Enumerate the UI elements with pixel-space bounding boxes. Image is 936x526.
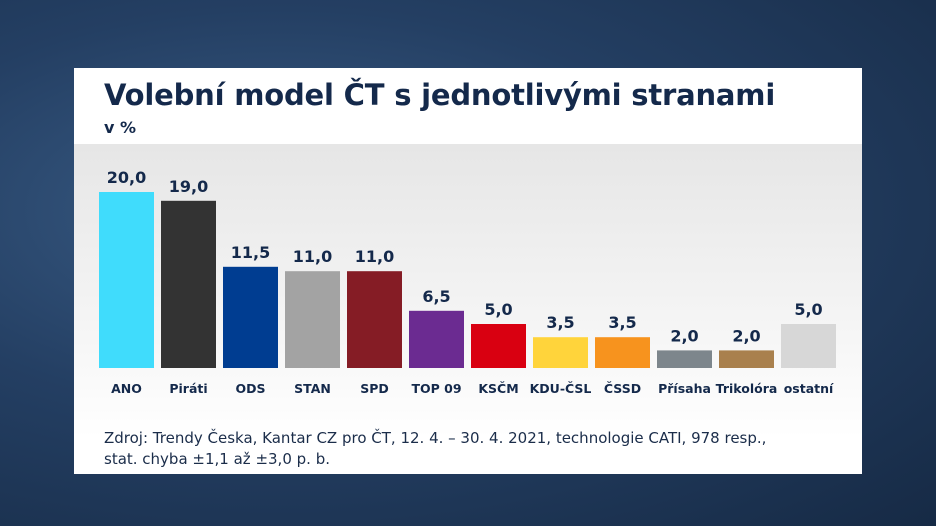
- bar-chart: 20,0 ANO 19,0 Piráti 11,5 ODS 11,0 STAN 11,0 SPD 6…: [99, 168, 836, 396]
- chart-subtitle: v %: [104, 118, 137, 137]
- value-label-Přísaha: 2,0: [670, 326, 698, 345]
- bar-STAN: [285, 271, 340, 368]
- category-label-SPD: SPD: [360, 381, 389, 396]
- bar-ANO: [99, 192, 154, 368]
- category-label-Přísaha: Přísaha: [658, 381, 711, 396]
- category-label-STAN: STAN: [294, 381, 331, 396]
- bar-ostatní: [781, 324, 836, 368]
- value-label-SPD: 11,0: [355, 247, 394, 266]
- category-label-ČSSD: ČSSD: [604, 381, 641, 396]
- bar-KSČM: [471, 324, 526, 368]
- source-line-2: stat. chyba ±1,1 až ±3,0 p. b.: [104, 450, 330, 468]
- bar-ODS: [223, 266, 278, 368]
- value-label-KDU-ČSL: 3,5: [546, 313, 574, 332]
- value-label-TOP 09: 6,5: [422, 287, 450, 306]
- category-label-KSČM: KSČM: [478, 381, 518, 396]
- value-label-ODS: 11,5: [231, 243, 270, 262]
- source-line-1: Zdroj: Trendy Česka, Kantar CZ pro ČT, 1…: [104, 429, 767, 447]
- value-label-Trikolóra: 2,0: [732, 326, 760, 345]
- category-label-ANO: ANO: [111, 381, 142, 396]
- bar-KDU-ČSL: [533, 337, 588, 368]
- bar-TOP 09: [409, 310, 464, 368]
- source-note: Zdroj: Trendy Česka, Kantar CZ pro ČT, 1…: [104, 428, 844, 470]
- value-label-KSČM: 5,0: [484, 300, 512, 319]
- value-label-STAN: 11,0: [293, 247, 332, 266]
- category-label-KDU-ČSL: KDU-ČSL: [530, 381, 592, 396]
- value-label-Piráti: 19,0: [169, 177, 208, 196]
- category-label-ostatní: ostatní: [784, 381, 834, 396]
- bar-SPD: [347, 271, 402, 368]
- category-label-Trikolóra: Trikolóra: [716, 381, 778, 396]
- category-label-ODS: ODS: [235, 381, 265, 396]
- bar-ČSSD: [595, 337, 650, 368]
- bar-Piráti: [161, 200, 216, 368]
- category-label-TOP 09: TOP 09: [411, 381, 461, 396]
- chart-title: Volební model ČT s jednotlivými stranami: [104, 78, 776, 112]
- bar-Přísaha: [657, 350, 712, 368]
- value-label-ANO: 20,0: [107, 168, 146, 187]
- chart-panel: Volební model ČT s jednotlivými stranami…: [74, 68, 862, 474]
- value-label-ČSSD: 3,5: [608, 313, 636, 332]
- category-label-Piráti: Piráti: [169, 381, 207, 396]
- plot-area: 20,0 ANO 19,0 Piráti 11,5 ODS 11,0 STAN 11,0 SPD 6…: [74, 144, 862, 438]
- bar-Trikolóra: [719, 350, 774, 368]
- value-label-ostatní: 5,0: [794, 300, 822, 319]
